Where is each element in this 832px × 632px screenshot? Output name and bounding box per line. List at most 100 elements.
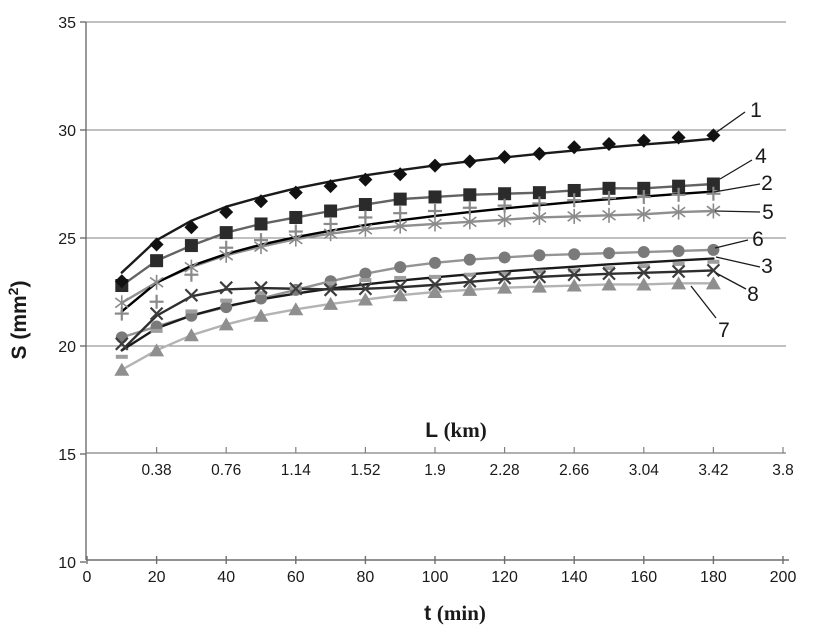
- x2-tick-label: 2.66: [559, 462, 589, 479]
- series-6-circle-marker: [637, 246, 650, 259]
- series-8-x-marker: [289, 281, 303, 296]
- series-8-line: [120, 269, 715, 352]
- series-3-dash-marker: [603, 266, 615, 271]
- series-6-circle-marker: [498, 251, 511, 264]
- series-label-3: 3: [761, 255, 773, 278]
- series-4-square-marker: [358, 198, 372, 212]
- leader-line-5: [714, 210, 761, 213]
- series-3-dash-marker: [359, 278, 372, 283]
- series-3-dash-marker: [185, 309, 198, 314]
- series-1-diamond-marker: [184, 220, 199, 235]
- x-tick-label: 60: [287, 569, 305, 586]
- series-8-x-marker: [637, 265, 651, 280]
- series-7-triangle-marker: [566, 278, 582, 292]
- series-3-dash-marker: [429, 274, 441, 279]
- y-tick-label: 25: [58, 231, 76, 248]
- series-3-dash-marker: [255, 291, 267, 296]
- x-tick-label: 20: [148, 569, 166, 586]
- series-5-asterisk-marker: [358, 223, 373, 235]
- series-label-1: 1: [750, 99, 762, 122]
- series-5-asterisk-marker: [149, 276, 164, 288]
- series-4-square-marker: [289, 210, 303, 224]
- series-5-asterisk-marker: [288, 233, 303, 245]
- series-1-diamond-marker: [149, 237, 164, 252]
- series-1-diamond-marker: [288, 185, 303, 200]
- series-3-dash-marker: [637, 264, 650, 269]
- x-tick-label: 80: [357, 569, 375, 586]
- series-1-diamond-marker: [567, 140, 582, 155]
- series-1-diamond-marker: [358, 172, 373, 187]
- x2-tick-label: 2.28: [490, 462, 520, 479]
- series-label-2: 2: [761, 172, 773, 195]
- series-4-square-marker: [324, 204, 338, 218]
- leader-line-4: [719, 159, 753, 180]
- x-tick-label: 120: [491, 569, 518, 586]
- leader-line-7: [690, 285, 717, 319]
- x2-tick-label: 0.38: [142, 462, 172, 479]
- series-1-diamond-marker: [462, 154, 477, 169]
- y-tick-label: 30: [58, 123, 76, 140]
- series-8-x-marker: [532, 270, 547, 284]
- series-8-x-marker: [706, 263, 721, 278]
- x-tick-label: 0: [83, 569, 92, 586]
- series-4-square-marker: [150, 254, 164, 268]
- series-5-asterisk-marker: [462, 216, 477, 228]
- series-7-line: [120, 282, 715, 371]
- series-label-4: 4: [755, 145, 767, 168]
- series-6-circle-marker: [707, 243, 720, 256]
- series-5-asterisk-marker: [532, 212, 547, 223]
- series-5-asterisk-marker: [114, 297, 129, 309]
- series-4-line: [120, 182, 715, 287]
- series-1-diamond-marker: [219, 205, 234, 220]
- series-5-asterisk-marker: [567, 210, 582, 222]
- series-7-triangle-marker: [288, 302, 304, 316]
- series-1-line: [120, 137, 715, 274]
- series-3-dash-marker: [220, 298, 233, 303]
- series-4-square-marker: [567, 183, 581, 197]
- series-7-triangle-marker: [392, 288, 408, 302]
- series-1-diamond-marker: [323, 179, 338, 194]
- series-5-asterisk-marker: [497, 214, 512, 226]
- series-4-square-marker: [254, 217, 268, 231]
- series-8-x-marker: [149, 306, 164, 321]
- series-7-triangle-marker: [114, 362, 130, 376]
- x-tick-label: 140: [561, 569, 588, 586]
- leader-line-2: [713, 183, 761, 193]
- series-5-asterisk-marker: [184, 261, 199, 273]
- series-3-dash-marker: [707, 259, 720, 264]
- series-7-triangle-marker: [218, 317, 234, 331]
- leader-line-3: [715, 256, 761, 268]
- series-4-square-marker: [498, 187, 512, 201]
- series-1-diamond-marker: [532, 146, 547, 161]
- series-5-asterisk-marker: [671, 206, 686, 218]
- x2-axis-title: L (km): [425, 418, 486, 442]
- series-8-x-marker: [567, 267, 581, 282]
- series-7-triangle-marker: [427, 285, 443, 298]
- series-3-dash-marker: [115, 354, 128, 359]
- series-4-square-marker: [602, 181, 616, 195]
- series-3-dash-marker: [324, 281, 337, 286]
- series-5-asterisk-marker: [636, 208, 651, 220]
- series-5-asterisk-marker: [706, 205, 721, 217]
- series-8-x-marker: [219, 280, 233, 295]
- series-1-diamond-marker: [671, 130, 686, 145]
- series-3-dash-marker: [150, 328, 163, 333]
- x2-tick-label: 1.14: [281, 462, 312, 479]
- series-3-dash-marker: [672, 261, 685, 266]
- series-7-triangle-marker: [357, 292, 373, 306]
- series-4-square-marker: [706, 177, 720, 191]
- series-1-diamond-marker: [254, 194, 268, 209]
- series-4-square-marker: [672, 179, 686, 193]
- series-7-triangle-marker: [497, 280, 513, 294]
- y-tick-label: 10: [58, 555, 76, 572]
- series-3-dash-marker: [568, 268, 581, 273]
- series-4-square-marker: [219, 226, 233, 240]
- x-tick-label: 160: [630, 569, 657, 586]
- series-5-asterisk-marker: [393, 220, 408, 232]
- x2-tick-label: 3.8: [772, 462, 794, 479]
- x-tick-label: 180: [700, 569, 727, 586]
- series-7-triangle-marker: [183, 328, 199, 342]
- leader-line-8: [715, 272, 747, 290]
- series-7-triangle-marker: [149, 343, 165, 357]
